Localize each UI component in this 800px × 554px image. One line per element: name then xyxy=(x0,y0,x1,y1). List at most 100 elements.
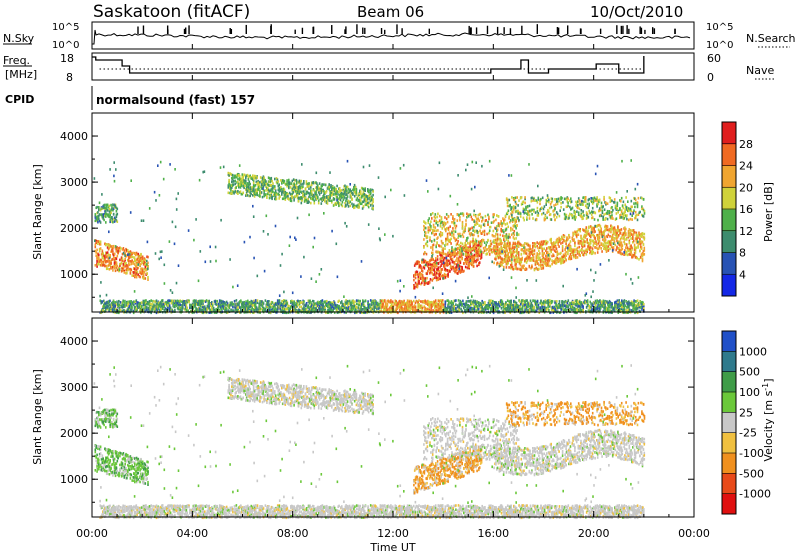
data-cell xyxy=(628,303,631,307)
data-cell xyxy=(353,186,355,189)
data-cell xyxy=(418,305,420,308)
data-cell xyxy=(435,276,438,279)
data-cell xyxy=(108,308,110,311)
data-cell xyxy=(333,303,335,307)
data-cell xyxy=(295,193,298,196)
data-cell xyxy=(313,303,316,306)
data-cell xyxy=(274,191,276,195)
data-cell xyxy=(633,306,635,309)
data-cell xyxy=(263,194,265,198)
data-cell xyxy=(425,308,427,311)
data-cell xyxy=(297,186,300,189)
data-cell xyxy=(179,306,181,309)
data-cell xyxy=(295,186,297,189)
data-cell xyxy=(444,267,447,271)
data-cell xyxy=(607,305,610,308)
data-cell xyxy=(295,190,297,193)
data-cell xyxy=(116,207,119,211)
data-cell xyxy=(240,306,242,310)
data-cell xyxy=(621,305,624,309)
data-cell xyxy=(427,300,430,304)
data-cell xyxy=(281,307,283,310)
data-cell xyxy=(171,299,174,303)
data-cell xyxy=(303,197,306,201)
data-cell xyxy=(403,307,405,311)
data-cell xyxy=(196,301,198,305)
data-cell xyxy=(207,305,210,309)
data-cell xyxy=(327,185,330,189)
data-cell xyxy=(362,302,364,306)
data-cell xyxy=(128,305,131,308)
data-cell xyxy=(535,300,537,304)
data-cell xyxy=(235,305,238,309)
data-cell xyxy=(116,300,118,304)
data-cell xyxy=(329,305,332,309)
data-cell xyxy=(267,190,270,193)
data-cell xyxy=(506,306,509,309)
data-cell xyxy=(505,301,507,305)
data-cell xyxy=(238,174,241,178)
data-cell xyxy=(346,189,348,193)
data-cell xyxy=(564,304,567,307)
data-cell xyxy=(266,300,268,304)
data-cell xyxy=(303,180,305,183)
data-cell xyxy=(123,305,125,308)
data-cell xyxy=(199,305,202,308)
data-cell xyxy=(543,305,546,309)
data-cell xyxy=(359,307,361,311)
data-cell xyxy=(277,180,280,183)
data-cell xyxy=(260,183,263,187)
data-cell xyxy=(510,309,512,312)
data-cell xyxy=(208,301,210,304)
data-cell xyxy=(283,309,286,313)
data-cell xyxy=(256,176,258,179)
data-cell xyxy=(329,191,331,195)
data-cell xyxy=(112,303,115,307)
data-cell xyxy=(105,260,107,264)
data-cell xyxy=(110,305,112,309)
data-cell xyxy=(342,309,345,312)
data-cell xyxy=(95,215,97,219)
data-cell xyxy=(115,266,118,269)
data-cell xyxy=(351,306,354,309)
data-cell xyxy=(296,196,299,200)
data-cell xyxy=(595,309,598,312)
data-cell xyxy=(328,196,330,200)
data-cell xyxy=(514,303,517,306)
data-cell xyxy=(400,304,403,307)
data-cell xyxy=(360,199,362,202)
data-cell xyxy=(270,184,273,187)
data-cell xyxy=(401,302,404,305)
data-cell xyxy=(577,308,579,312)
data-cell xyxy=(252,174,254,177)
data-cell xyxy=(311,194,314,198)
data-cell xyxy=(97,215,99,219)
data-cell xyxy=(276,181,279,185)
data-cell xyxy=(185,308,188,312)
data-cell xyxy=(493,302,496,306)
data-cell xyxy=(247,300,249,304)
data-cell xyxy=(308,301,311,305)
data-cell xyxy=(240,192,243,196)
data-cell xyxy=(319,300,322,303)
nsearch-tick-top: 10^5 xyxy=(706,22,733,33)
data-cell xyxy=(114,257,117,260)
data-cell xyxy=(504,305,506,309)
data-cell xyxy=(412,299,415,303)
data-cell xyxy=(254,183,257,187)
data-cell xyxy=(274,189,277,192)
data-cell xyxy=(145,268,147,272)
data-cell xyxy=(111,303,114,307)
data-cell xyxy=(462,299,464,303)
data-cell xyxy=(106,260,109,263)
data-cell xyxy=(259,185,261,188)
data-cell xyxy=(460,307,462,311)
data-cell xyxy=(290,310,293,313)
data-cell xyxy=(284,191,287,194)
data-cell xyxy=(144,277,147,280)
data-cell xyxy=(255,306,258,309)
data-cell xyxy=(182,300,184,304)
data-cell xyxy=(413,278,415,282)
data-cell xyxy=(277,306,280,310)
